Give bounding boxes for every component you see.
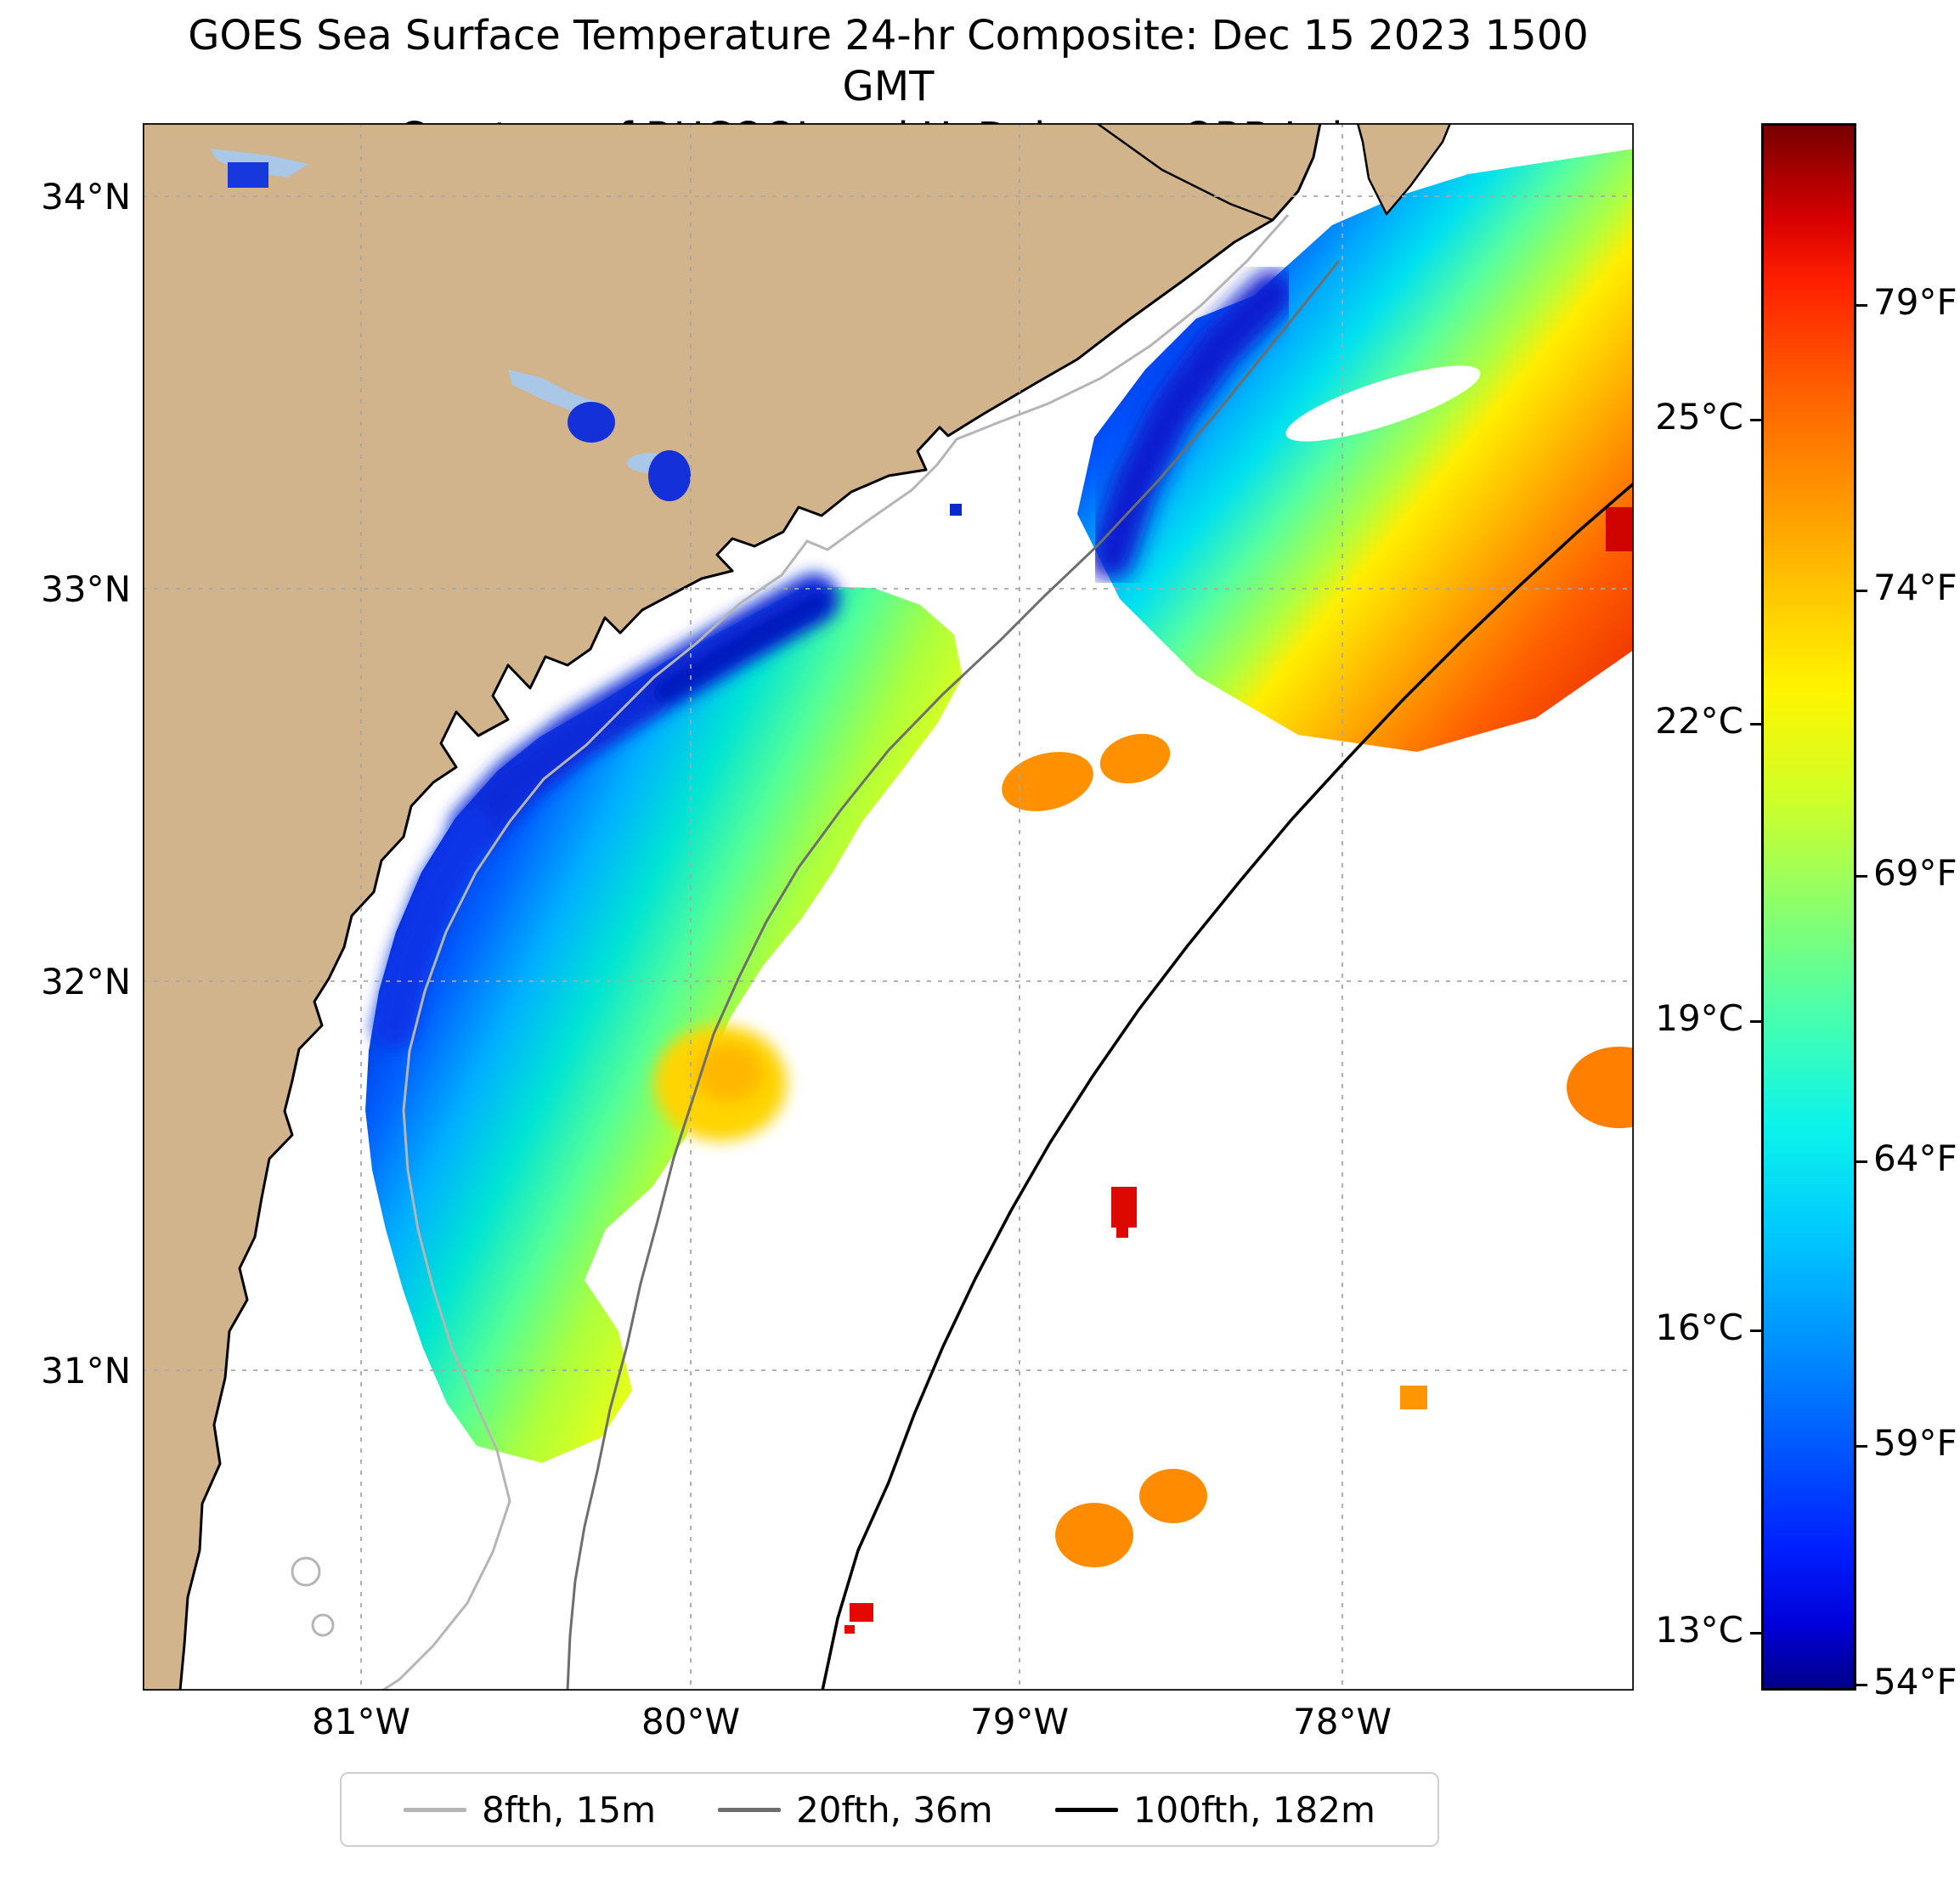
- sst-red-spot-1: [1111, 1187, 1137, 1228]
- sst-orange-patch-5: [1400, 1386, 1427, 1409]
- colorbar-tick-19c: [1750, 1020, 1761, 1023]
- contour-182m: [821, 482, 1634, 1691]
- lon-tick-79w: 79°W: [970, 1701, 1069, 1742]
- mainland: [143, 123, 1322, 1691]
- colorbar-tick-64f: [1856, 1160, 1867, 1163]
- sst-orange-patch-right-edge: [1567, 1047, 1634, 1128]
- colorbar-label-13c: 13°C: [1655, 1609, 1743, 1651]
- contour-15m-islet-1: [291, 1556, 321, 1587]
- sst-red-spot-1b: [1116, 1228, 1128, 1238]
- legend-line-15m-icon: [404, 1807, 467, 1812]
- colorbar-label-79f: 79°F: [1873, 281, 1957, 323]
- contour-15m: [381, 214, 1290, 1691]
- lake-marion-shallow: [508, 370, 602, 416]
- sst-orange-patch-1: [1002, 752, 1093, 811]
- sst-south-nearshore-deep: [652, 593, 828, 703]
- lat-tick-34n: 34°N: [41, 176, 131, 217]
- lake-top-left: [228, 162, 268, 188]
- colorbar-tick-69f: [1856, 875, 1867, 878]
- legend-label-15m: 8fth, 15m: [482, 1788, 656, 1831]
- colorbar-label-54f: 54°F: [1873, 1661, 1957, 1702]
- lon-tick-80w: 80°W: [641, 1701, 740, 1742]
- map-svg: [143, 123, 1634, 1691]
- lat-tick-33n: 33°N: [41, 568, 131, 610]
- sst-orange-patch-2: [1099, 733, 1171, 784]
- colorbar-tick-79f: [1856, 304, 1867, 307]
- colorbar-tick-59f: [1856, 1445, 1867, 1448]
- sst-yellow-patch-core: [695, 1044, 763, 1102]
- legend-item-8fth: 8fth, 15m: [404, 1789, 656, 1831]
- lon-tick-78w: 78°W: [1293, 1701, 1392, 1742]
- cape-fear-peninsula: [1356, 123, 1452, 216]
- colorbar: [1750, 123, 1867, 1691]
- colorbar-tick-25c: [1750, 419, 1761, 421]
- colorbar-label-74f: 74°F: [1873, 567, 1957, 608]
- sst-orange-patch-3: [1055, 1503, 1133, 1567]
- legend-label-182m: 100fth, 182m: [1133, 1788, 1375, 1831]
- river-coast-line: [1096, 123, 1274, 222]
- colorbar-label-16c: 16°C: [1655, 1307, 1743, 1348]
- figure-title: GOES Sea Surface Temperature 24-hr Compo…: [188, 12, 1589, 110]
- colorbar-label-69f: 69°F: [1873, 852, 1957, 894]
- colorbar-label-19c: 19°C: [1655, 997, 1743, 1039]
- colorbar-label-22c: 22°C: [1655, 700, 1743, 742]
- lon-tick-81w: 81°W: [312, 1701, 410, 1742]
- sst-red-spot-2: [850, 1603, 873, 1622]
- lat-tick-32n: 32°N: [41, 961, 131, 1002]
- bathymetry-contours: [291, 214, 1634, 1691]
- sst-darkred-spot-right-edge: [1606, 507, 1634, 551]
- sst-orange-patch-4: [1139, 1469, 1207, 1523]
- sst-south-nearshore-cold2: [373, 808, 494, 1048]
- sst-red-spot-2b: [844, 1625, 855, 1634]
- legend-line-182m-icon: [1054, 1807, 1118, 1812]
- lake-moultrie: [568, 402, 615, 443]
- colorbar-label-25c: 25°C: [1655, 396, 1743, 438]
- legend: 8fth, 15m 20fth, 36m 100fth, 182m: [340, 1772, 1439, 1847]
- lake-small: [648, 450, 691, 501]
- lat-tick-31n: 31°N: [41, 1350, 131, 1392]
- colorbar-tick-13c: [1750, 1632, 1761, 1634]
- colorbar-label-64f: 64°F: [1873, 1138, 1957, 1179]
- colorbar-label-59f: 59°F: [1873, 1422, 1957, 1464]
- legend-item-20fth: 20fth, 36m: [718, 1789, 993, 1831]
- sst-north-swath: [1077, 149, 1634, 752]
- legend-line-36m-icon: [718, 1807, 782, 1812]
- colorbar-tick-54f: [1856, 1684, 1867, 1686]
- sst-cloud-gap: [1285, 365, 1481, 442]
- colorbar-tick-22c: [1750, 723, 1761, 725]
- gridlines: [143, 123, 1634, 1691]
- coastal-cold-dot: [950, 504, 962, 516]
- colorbar-tick-16c: [1750, 1330, 1761, 1332]
- land: [143, 123, 1452, 1691]
- contour-15m-islet-2: [311, 1613, 335, 1637]
- legend-item-100fth: 100fth, 182m: [1054, 1788, 1375, 1831]
- contour-36m: [566, 260, 1341, 1691]
- sst-field: [365, 149, 1634, 1634]
- legend-label-36m: 20fth, 36m: [796, 1788, 993, 1831]
- colorbar-tick-74f: [1856, 590, 1867, 592]
- sst-north-nearshore-cold: [1087, 269, 1296, 580]
